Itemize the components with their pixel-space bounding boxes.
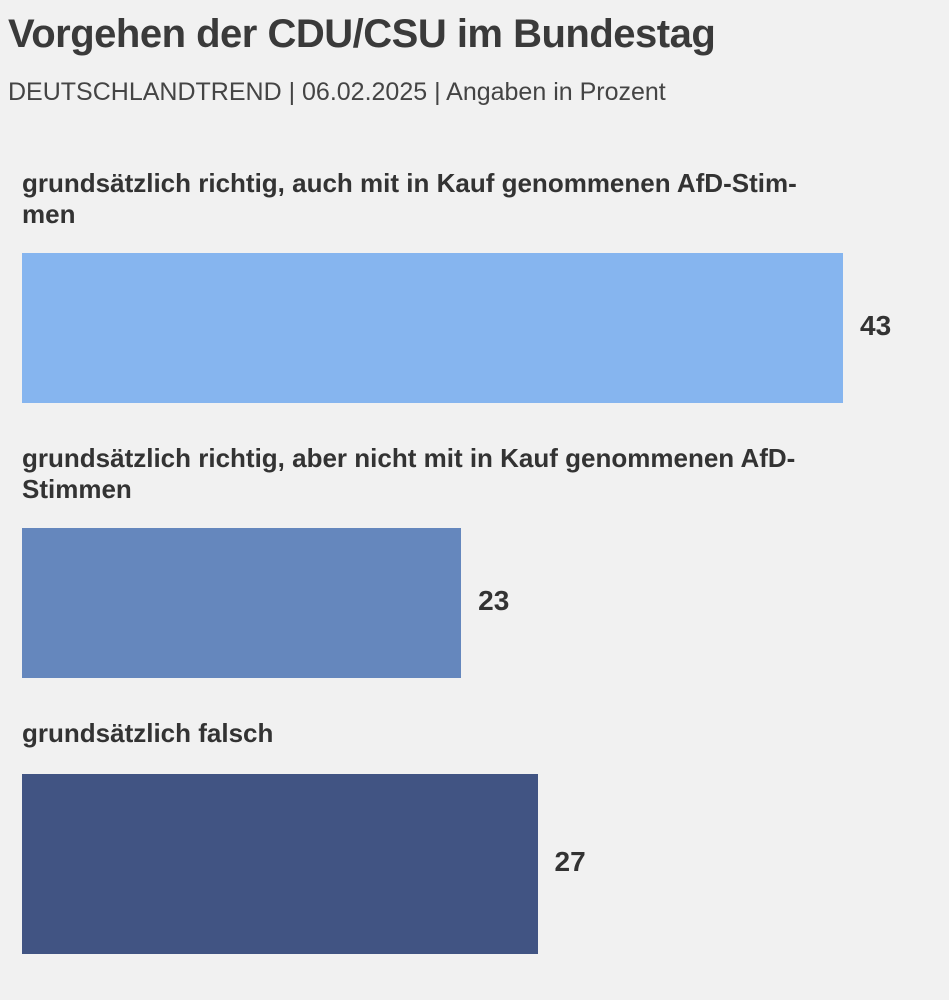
chart-title: Vorgehen der CDU/CSU im Bundestag — [8, 12, 716, 56]
value-label: 43 — [860, 310, 892, 341]
category-label: grundsätzlich richtig, auch mit in Kauf … — [22, 168, 797, 229]
category-label: grundsätzlich falsch — [22, 718, 274, 748]
value-label: 27 — [554, 846, 586, 877]
chart-subtitle: DEUTSCHLANDTREND | 06.02.2025 | Angaben … — [8, 78, 666, 106]
bar — [22, 253, 843, 403]
value-label: 23 — [478, 585, 510, 616]
category-label: grundsätzlich richtig, aber nicht mit in… — [22, 443, 796, 504]
bar — [22, 774, 538, 954]
bar — [22, 528, 462, 678]
